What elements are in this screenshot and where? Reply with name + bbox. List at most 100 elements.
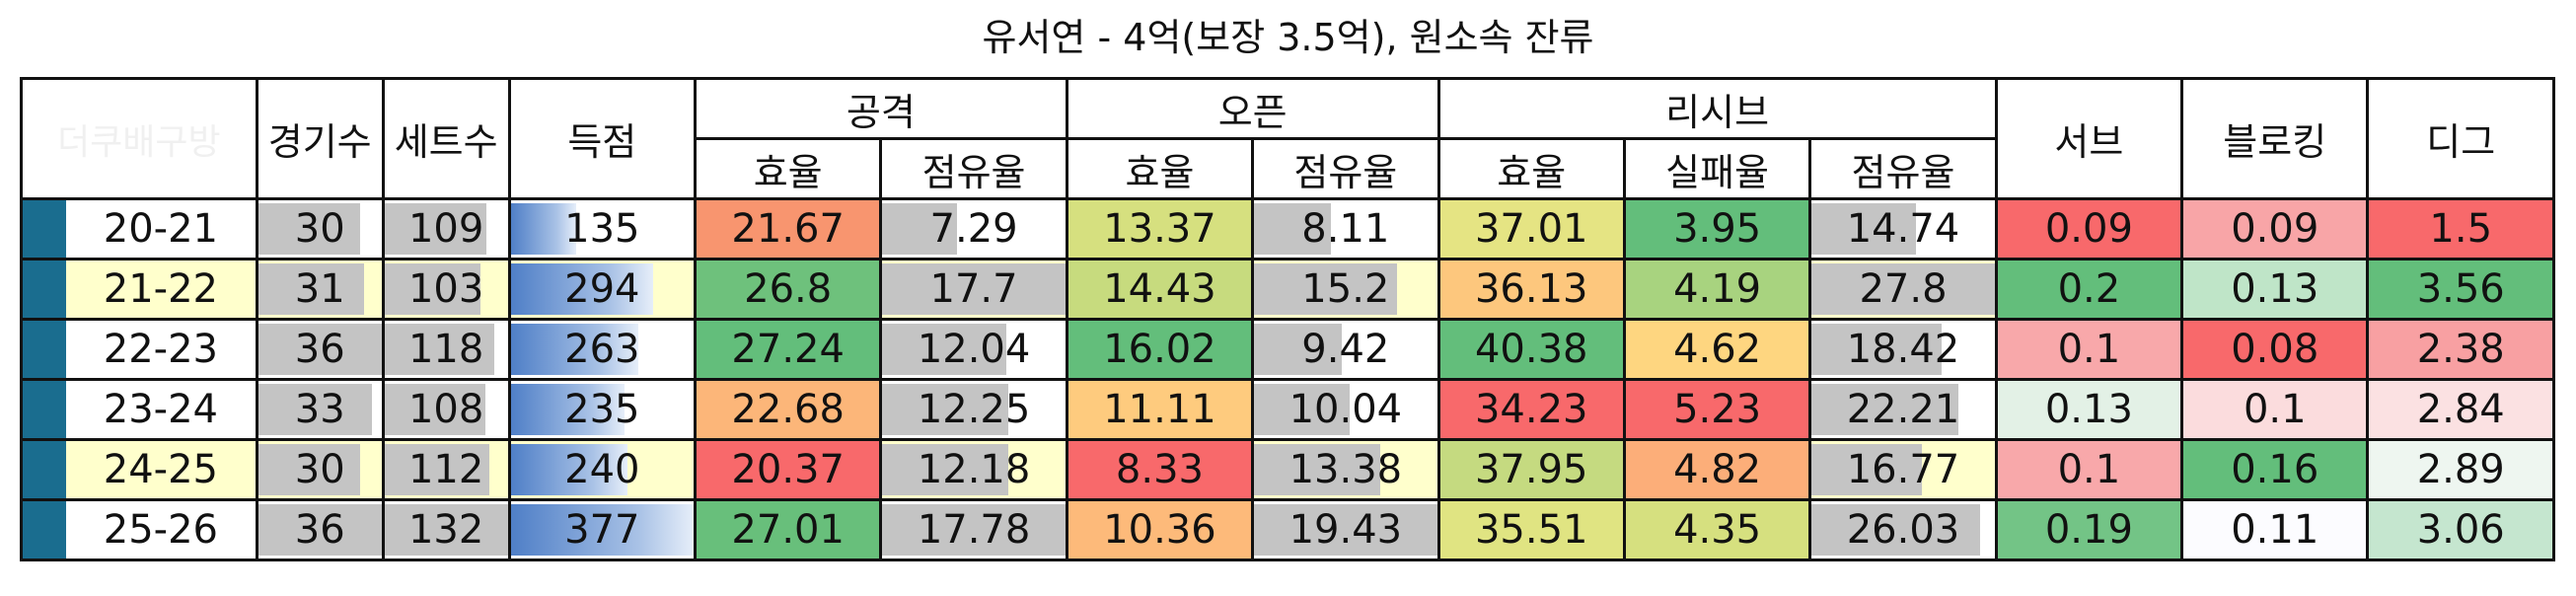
cell-block: 0.09 xyxy=(2180,197,2370,261)
cell-rcv-share: 18.42 xyxy=(1808,318,1998,381)
cell-value: 12.04 xyxy=(917,327,1031,372)
cell-value: 33 xyxy=(294,387,345,432)
data-bar xyxy=(1255,324,1343,375)
season-cell: 21-22 xyxy=(20,258,258,321)
row-accent-marker xyxy=(24,201,66,257)
cell-value: 13.37 xyxy=(1103,206,1216,252)
cell-value: 17.7 xyxy=(929,266,1018,312)
cell-value: 22.68 xyxy=(731,387,845,432)
cell-rcv-fail: 5.23 xyxy=(1622,378,1812,441)
season-label: 23-24 xyxy=(103,387,218,432)
data-bar xyxy=(386,444,489,495)
cell-value: 118 xyxy=(407,327,484,372)
cell-value: 0.09 xyxy=(2231,206,2319,252)
cell-open-eff: 11.11 xyxy=(1065,378,1255,441)
cell-value: 240 xyxy=(564,447,640,492)
header-games: 경기수 xyxy=(255,77,385,200)
cell-open-eff: 10.36 xyxy=(1065,498,1255,561)
cell-rcv-eff: 37.95 xyxy=(1436,438,1626,501)
data-bar xyxy=(1812,203,1916,255)
data-bar xyxy=(512,324,639,375)
cell-value: 0.09 xyxy=(2044,206,2133,252)
cell-value: 8.11 xyxy=(1301,206,1390,252)
cell-value: 40.38 xyxy=(1474,327,1588,372)
cell-block: 0.13 xyxy=(2180,258,2370,321)
cell-value: 27.01 xyxy=(731,507,845,553)
cell-open-share: 8.11 xyxy=(1251,197,1440,261)
header-block: 블로킹 xyxy=(2180,77,2370,200)
data-bar xyxy=(883,504,1065,556)
cell-value: 0.1 xyxy=(2243,387,2307,432)
cell-rcv-eff: 40.38 xyxy=(1436,318,1626,381)
cell-atk-eff: 22.68 xyxy=(693,378,883,441)
header-sets: 세트수 xyxy=(381,77,511,200)
cell-serve: 0.19 xyxy=(1994,498,2184,561)
header-attack-share: 점유율 xyxy=(879,137,1068,200)
cell-value: 16.77 xyxy=(1846,447,1960,492)
cell-value: 132 xyxy=(407,507,484,553)
cell-value: 16.02 xyxy=(1103,327,1216,372)
cell-value: 36 xyxy=(294,507,345,553)
cell-value: 4.35 xyxy=(1673,507,1762,553)
cell-value: 22.21 xyxy=(1846,387,1960,432)
cell-points: 135 xyxy=(507,197,698,261)
data-bar xyxy=(512,504,693,556)
cell-value: 0.16 xyxy=(2231,447,2319,492)
cell-value: 30 xyxy=(294,206,345,252)
cell-value: 4.82 xyxy=(1673,447,1762,492)
row-accent-marker xyxy=(24,261,66,317)
cell-value: 34.23 xyxy=(1474,387,1588,432)
cell-block: 0.08 xyxy=(2180,318,2370,381)
cell-serve: 0.13 xyxy=(1994,378,2184,441)
cell-value: 0.13 xyxy=(2231,266,2319,312)
cell-block: 0.11 xyxy=(2180,498,2370,561)
header-receive-fail-rate: 실패율 xyxy=(1622,137,1812,200)
cell-value: 7.29 xyxy=(929,206,1018,252)
cell-rcv-fail: 4.62 xyxy=(1622,318,1812,381)
data-bar xyxy=(1255,203,1331,255)
cell-value: 0.1 xyxy=(2057,327,2121,372)
season-label: 24-25 xyxy=(103,447,218,492)
data-bar xyxy=(259,203,361,255)
data-bar xyxy=(1255,504,1436,556)
cell-value: 20.37 xyxy=(731,447,845,492)
cell-open-share: 19.43 xyxy=(1251,498,1440,561)
cell-value: 36.13 xyxy=(1474,266,1588,312)
cell-sets: 112 xyxy=(381,438,511,501)
cell-value: 109 xyxy=(407,206,484,252)
header-receive-share: 점유율 xyxy=(1808,137,1998,200)
cell-open-eff: 14.43 xyxy=(1065,258,1255,321)
cell-value: 294 xyxy=(564,266,640,312)
cell-value: 0.11 xyxy=(2231,507,2319,553)
table-row: 20-21 30 109 135 21.67 7.29 13.37 8.11 37.01 3.95… xyxy=(20,197,2555,261)
cell-open-share: 9.42 xyxy=(1251,318,1440,381)
data-bar xyxy=(883,444,1009,495)
cell-value: 14.43 xyxy=(1103,266,1216,312)
season-cell: 22-23 xyxy=(20,318,258,381)
cell-value: 8.33 xyxy=(1115,447,1204,492)
cell-open-eff: 8.33 xyxy=(1065,438,1255,501)
cell-games: 30 xyxy=(255,438,385,501)
row-accent-marker xyxy=(24,442,66,497)
data-bar xyxy=(386,384,486,435)
cell-atk-share: 12.04 xyxy=(879,318,1068,381)
cell-serve: 0.2 xyxy=(1994,258,2184,321)
cell-value: 5.23 xyxy=(1673,387,1762,432)
table-row: 21-22 31 103 294 26.8 17.7 14.43 15.2 36.13 4.19 2… xyxy=(20,258,2555,321)
cell-value: 10.04 xyxy=(1288,387,1403,432)
cell-atk-share: 17.78 xyxy=(879,498,1068,561)
data-bar xyxy=(259,444,361,495)
cell-sets: 108 xyxy=(381,378,511,441)
table-body: 20-21 30 109 135 21.67 7.29 13.37 8.11 37.01 3.95… xyxy=(20,197,2555,561)
cell-atk-share: 12.18 xyxy=(879,438,1068,501)
cell-open-share: 10.04 xyxy=(1251,378,1440,441)
cell-points: 263 xyxy=(507,318,698,381)
cell-atk-eff: 26.8 xyxy=(693,258,883,321)
cell-open-share: 15.2 xyxy=(1251,258,1440,321)
cell-value: 17.78 xyxy=(917,507,1031,553)
data-bar xyxy=(512,444,628,495)
cell-rcv-share: 26.03 xyxy=(1808,498,1998,561)
cell-atk-eff: 21.67 xyxy=(693,197,883,261)
cell-atk-share: 17.7 xyxy=(879,258,1068,321)
season-label: 22-23 xyxy=(103,327,218,372)
